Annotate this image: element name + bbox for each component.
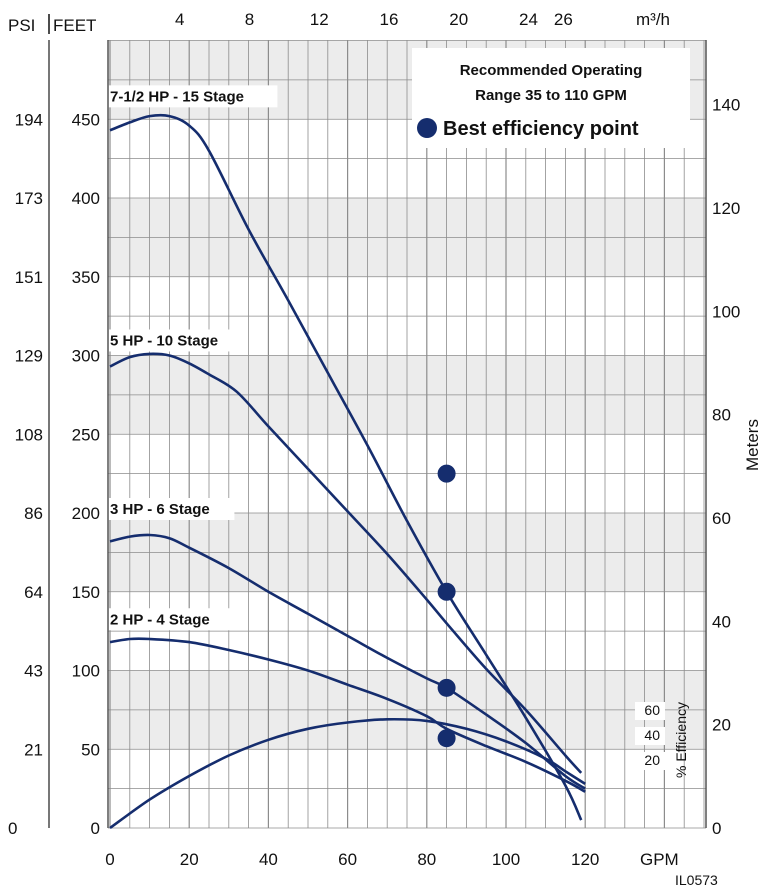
bep-marker-1 (437, 582, 456, 601)
series-line-0 (109, 113, 583, 821)
feet-tick-label: 200 (72, 504, 100, 523)
top-tick-label: 8 (245, 10, 254, 29)
eff-tick-bg (635, 727, 665, 745)
feet-tick-label: 150 (72, 583, 100, 602)
psi-header: PSI (8, 16, 35, 35)
feet-tick-label: 0 (91, 819, 100, 838)
meters-tick-label: 100 (712, 302, 740, 321)
psi-tick-label: 129 (15, 347, 43, 366)
curve-labels: 7-1/2 HP - 15 Stage 5 HP - 10 Stage 3 HP -… (106, 85, 278, 631)
top-tick-label: 16 (380, 10, 399, 29)
curve-label-bg (106, 608, 235, 631)
psi-tick-label: 0 (8, 819, 17, 838)
top-tick-label: 12 (310, 10, 329, 29)
series-line-2 (109, 533, 586, 790)
top-tick-label: 20 (449, 10, 468, 29)
psi-tick-label: 64 (24, 583, 43, 602)
eff-tick-label: 40 (644, 727, 660, 743)
x-tick-label: 120 (571, 850, 599, 869)
meters-tick-label: 20 (712, 716, 731, 735)
figure-id: IL0573 (675, 872, 718, 888)
legend-bep-label: Best efficiency point (443, 118, 639, 140)
legend-box (412, 48, 690, 148)
curve-label-3: 2 HP - 4 Stage (110, 611, 210, 628)
eff-tick-label: 20 (644, 752, 660, 768)
curve-label-0: 7-1/2 HP - 15 Stage (110, 88, 244, 105)
eff-tick-bg (635, 702, 665, 720)
eff-tick-label: 60 (644, 702, 660, 718)
psi-tick-label: 173 (15, 189, 43, 208)
series-line-3 (109, 637, 586, 793)
best-efficiency-points (437, 464, 456, 748)
meters-tick-label: 140 (712, 96, 740, 115)
psi-tick-label: 194 (15, 110, 43, 129)
x-tick-label: 20 (180, 850, 199, 869)
meters-tick-label: 120 (712, 199, 740, 218)
psi-tick-label: 21 (24, 740, 43, 759)
legend: Recommended Operating Range 35 to 110 GP… (412, 48, 690, 148)
curve-label-bg (106, 498, 235, 520)
feet-tick-label: 300 (72, 347, 100, 366)
psi-tick-label: 151 (15, 268, 43, 287)
meters-tick-label: 80 (712, 406, 731, 425)
series-line-1 (109, 352, 583, 774)
curve-label-1: 5 HP - 10 Stage (110, 332, 218, 349)
x-tick-label: 40 (259, 850, 278, 869)
top-axis-unit: m³/h (636, 10, 670, 29)
top-tick-label: 24 (519, 10, 538, 29)
bep-marker-3 (437, 729, 456, 748)
bep-marker-2 (437, 678, 456, 697)
x-tick-label: 100 (492, 850, 520, 869)
legend-title-line1: Recommended Operating (460, 62, 643, 79)
curve-label-bg (106, 85, 278, 108)
top-tick-label: 4 (175, 10, 184, 29)
right-axis-title: Meters (743, 419, 762, 471)
feet-tick-label: 450 (72, 110, 100, 129)
psi-tick-label: 86 (24, 504, 43, 523)
feet-tick-label: 100 (72, 662, 100, 681)
curve-label-2: 3 HP - 6 Stage (110, 501, 210, 518)
feet-tick-label: 400 (72, 189, 100, 208)
meters-tick-label: 60 (712, 509, 731, 528)
x-tick-label: 0 (105, 850, 114, 869)
top-tick-label: 26 (554, 10, 573, 29)
series-line-4 (109, 717, 586, 830)
eff-tick-bg (635, 752, 665, 770)
legend-bep-marker (417, 118, 437, 138)
x-tick-label: 80 (417, 850, 436, 869)
legend-title-line2: Range 35 to 110 GPM (475, 87, 627, 104)
curve-label-bg (106, 329, 243, 352)
feet-tick-label: 250 (72, 425, 100, 444)
grid-lines (108, 40, 706, 829)
pump-curves (109, 113, 586, 830)
meters-tick-label: 40 (712, 612, 731, 631)
psi-tick-label: 43 (24, 662, 43, 681)
psi-tick-label: 108 (15, 425, 43, 444)
bep-marker-0 (437, 464, 456, 483)
efficiency-axis-title: % Efficiency (673, 702, 689, 778)
feet-tick-label: 350 (72, 268, 100, 287)
bottom-axis-unit: GPM (640, 850, 679, 869)
x-tick-label: 60 (338, 850, 357, 869)
meters-tick-label: 0 (712, 819, 721, 838)
feet-header: FEET (53, 16, 96, 35)
feet-tick-label: 50 (81, 740, 100, 759)
